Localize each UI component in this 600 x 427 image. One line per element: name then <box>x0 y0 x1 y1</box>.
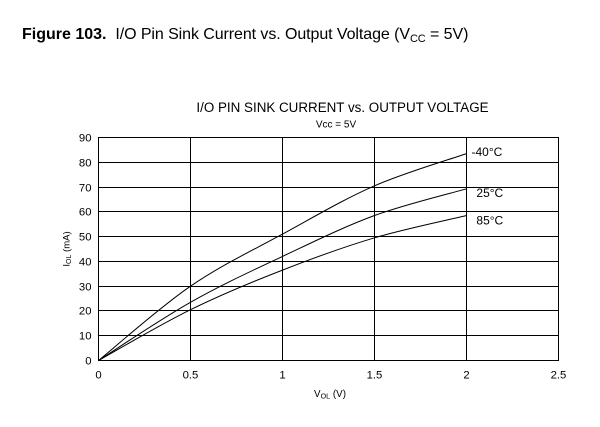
svg-text:90: 90 <box>79 132 92 144</box>
svg-text:30: 30 <box>79 281 92 293</box>
svg-text:0.5: 0.5 <box>183 369 199 381</box>
svg-text:85°C: 85°C <box>476 214 503 228</box>
svg-text:VOL (V): VOL (V) <box>314 389 346 401</box>
svg-text:60: 60 <box>79 206 92 218</box>
svg-text:1.5: 1.5 <box>367 369 383 381</box>
svg-text:50: 50 <box>79 231 92 243</box>
svg-text:0: 0 <box>95 369 101 381</box>
svg-text:Vcc = 5V: Vcc = 5V <box>316 120 357 131</box>
svg-text:2.5: 2.5 <box>551 369 567 381</box>
svg-text:40: 40 <box>79 256 92 268</box>
svg-text:70: 70 <box>79 182 92 194</box>
svg-text:25°C: 25°C <box>476 186 503 200</box>
svg-text:I/O PIN SINK CURRENT vs. OUTPU: I/O PIN SINK CURRENT vs. OUTPUT VOLTAGE <box>196 100 488 115</box>
svg-text:0: 0 <box>85 355 91 367</box>
svg-text:20: 20 <box>79 305 92 317</box>
svg-text:80: 80 <box>79 157 92 169</box>
svg-text:2: 2 <box>463 369 469 381</box>
svg-text:-40°C: -40°C <box>472 145 503 159</box>
svg-text:1: 1 <box>279 369 285 381</box>
svg-text:10: 10 <box>79 330 92 342</box>
svg-text:IOL (mA): IOL (mA) <box>62 231 74 266</box>
